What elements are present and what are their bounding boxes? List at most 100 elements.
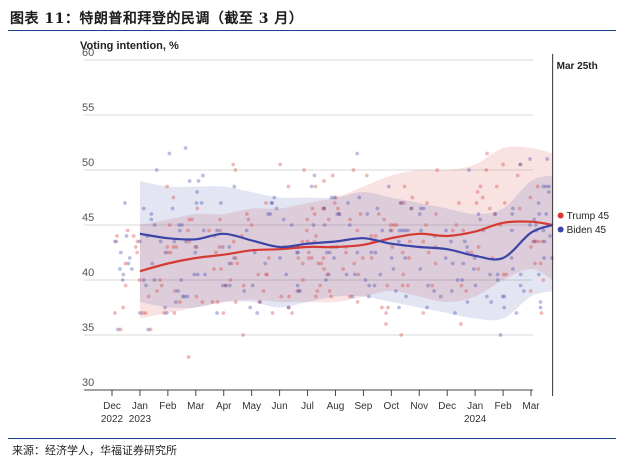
trump-poll-dot	[394, 223, 399, 227]
biden-poll-dot	[536, 201, 541, 205]
biden-poll-dot	[353, 272, 357, 277]
biden-poll-dot	[289, 223, 294, 227]
biden-poll-dot	[232, 184, 237, 189]
biden-poll-dot	[449, 239, 453, 244]
figure-footer: 来源：经济学人，华福证券研究所	[8, 438, 616, 461]
y-tick-label: 60	[82, 47, 94, 59]
x-tick-label: Dec	[103, 401, 121, 412]
biden-poll-dot	[421, 206, 426, 211]
biden-poll-dot	[378, 272, 383, 277]
trump-poll-dot	[358, 212, 363, 216]
trump-poll-dot	[195, 206, 200, 211]
biden-poll-dot	[152, 278, 157, 282]
trump-poll-dot	[143, 311, 148, 315]
biden-poll-dot	[119, 250, 123, 255]
trump-poll-dot	[332, 201, 337, 205]
biden-end-label: Biden 45	[567, 225, 607, 236]
biden-poll-dot	[538, 300, 543, 304]
trump-poll-dot	[469, 250, 474, 255]
biden-poll-dot	[172, 239, 177, 244]
biden-poll-dot	[228, 283, 232, 288]
biden-poll-dot	[215, 228, 220, 233]
x-tick-year-label: 2023	[129, 414, 152, 425]
trump-poll-dot	[123, 283, 128, 288]
biden-poll-dot	[227, 245, 232, 249]
trump-poll-dot	[135, 250, 139, 255]
trump-poll-dot	[336, 206, 340, 211]
trump-poll-dot	[457, 201, 461, 205]
biden-poll-dot	[284, 272, 289, 277]
trump-poll-dot	[487, 206, 492, 211]
trump-poll-dot	[450, 228, 455, 233]
trump-poll-dot	[478, 184, 483, 189]
y-tick-label: 40	[82, 267, 94, 279]
trump-poll-dot	[186, 355, 191, 359]
biden-poll-dot	[196, 179, 201, 183]
biden-poll-dot	[116, 327, 120, 332]
biden-poll-dot	[403, 228, 407, 233]
trump-poll-dot	[480, 195, 485, 200]
trump-poll-dot	[315, 289, 320, 293]
trump-poll-dot	[165, 250, 170, 255]
trump-poll-dot	[235, 261, 240, 266]
biden-poll-dot	[152, 223, 157, 227]
trump-poll-dot	[190, 217, 194, 222]
biden-poll-dot	[472, 267, 476, 271]
trump-poll-dot	[306, 256, 311, 260]
biden-poll-dot	[180, 223, 184, 227]
trump-poll-dot	[355, 228, 360, 233]
x-tick-year-label: 2024	[464, 414, 487, 425]
trump-poll-dot	[233, 168, 238, 172]
biden-poll-dot	[255, 311, 260, 315]
biden-poll-dot	[537, 272, 541, 277]
x-tick-label: Jun	[272, 401, 288, 412]
trump-poll-dot	[407, 256, 411, 260]
trump-poll-dot	[402, 184, 407, 189]
trump-poll-dot	[313, 294, 318, 299]
biden-poll-dot	[493, 212, 498, 216]
trump-poll-dot	[148, 327, 153, 332]
biden-poll-dot	[449, 289, 454, 293]
trump-poll-dot	[408, 239, 412, 244]
biden-poll-dot	[372, 283, 377, 288]
biden-poll-dot	[548, 234, 552, 238]
trump-poll-dot	[162, 311, 167, 315]
biden-poll-dot	[278, 256, 282, 260]
trump-poll-dot	[309, 256, 314, 260]
trump-poll-dot	[337, 212, 342, 216]
biden-poll-dot	[406, 228, 410, 233]
biden-poll-dot	[367, 283, 371, 288]
biden-poll-dot	[335, 212, 340, 216]
biden-poll-dot	[242, 289, 247, 293]
trump-poll-dot	[390, 245, 395, 249]
trump-poll-dot	[384, 311, 388, 315]
trump-poll-dot	[186, 228, 190, 233]
biden-poll-dot	[455, 278, 460, 282]
biden-poll-dot	[221, 283, 225, 288]
trump-poll-dot	[528, 195, 533, 200]
trump-poll-dot	[221, 311, 226, 315]
biden-poll-dot	[391, 267, 396, 271]
biden-poll-dot	[173, 300, 178, 304]
biden-poll-dot	[344, 272, 349, 277]
trump-poll-dot	[305, 217, 310, 222]
biden-poll-dot	[375, 206, 380, 211]
trump-poll-dot	[528, 245, 533, 249]
biden-poll-dot	[418, 267, 423, 271]
biden-poll-dot	[192, 272, 197, 277]
biden-poll-dot	[126, 261, 131, 266]
y-tick-label: 55	[82, 102, 94, 114]
y-tick-label: 50	[82, 157, 94, 169]
biden-poll-dot	[296, 250, 300, 255]
trump-poll-dot	[217, 245, 222, 249]
trump-poll-dot	[364, 173, 369, 178]
trump-poll-dot	[528, 289, 533, 293]
x-tick-label: Mar	[522, 401, 540, 412]
biden-poll-dot	[510, 212, 515, 216]
trump-poll-dot	[301, 278, 305, 282]
biden-poll-dot	[183, 146, 188, 150]
trump-poll-dot	[476, 245, 481, 249]
trump-poll-dot	[302, 168, 306, 172]
y-tick-label: 45	[82, 212, 94, 224]
biden-poll-dot	[389, 256, 394, 260]
